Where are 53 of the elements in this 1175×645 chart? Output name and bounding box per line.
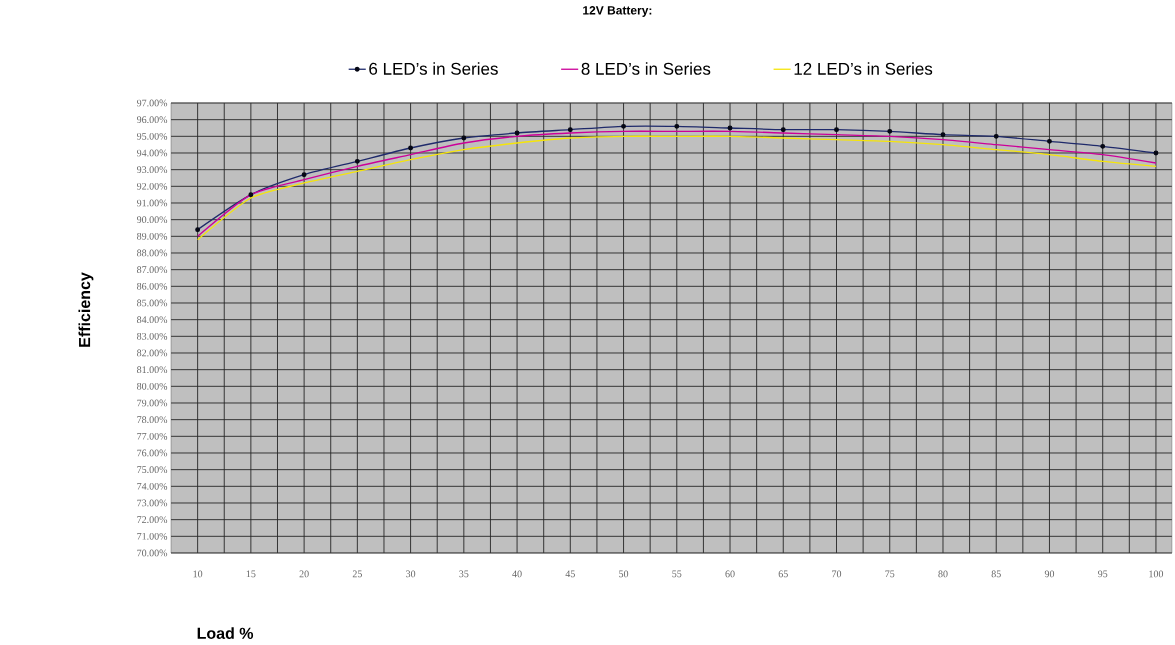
x-tick-label: 35 <box>459 570 469 578</box>
y-tick-label: 95.00% <box>136 132 168 140</box>
x-tick-label: 25 <box>352 570 362 578</box>
x-tick-label: 60 <box>725 570 735 578</box>
y-tick-label: 70.00% <box>137 549 168 557</box>
x-tick-label: 15 <box>246 570 256 578</box>
x-tick-label: 85 <box>991 570 1001 578</box>
x-tick-label: 45 <box>565 570 575 578</box>
y-tick-label: 87.00% <box>137 266 168 274</box>
x-tick-label: 40 <box>512 570 522 578</box>
x-tick-label: 50 <box>619 570 629 578</box>
x-tick-label: 75 <box>885 570 895 578</box>
y-tick-label: 94.00% <box>136 149 168 157</box>
y-tick-label: 77.00% <box>137 432 168 440</box>
y-tick-label: 82.00% <box>137 349 168 357</box>
y-tick-label: 72.00% <box>137 516 168 524</box>
y-tick-label: 73.00% <box>137 499 168 507</box>
x-tick-label: 55 <box>672 570 682 578</box>
x-axis-title: Load % <box>197 627 254 639</box>
y-tick-label: 96.00% <box>136 116 168 124</box>
chart-title: 12V Battery: <box>583 6 652 17</box>
x-tick-label: 90 <box>1044 570 1055 578</box>
y-tick-label: 86.00% <box>137 282 168 290</box>
legend-label: 8 LED’s in Series <box>581 62 711 75</box>
y-tick-label: 84.00% <box>137 316 168 324</box>
x-tick-label: 10 <box>193 570 203 578</box>
y-tick-label: 97.00% <box>136 99 168 107</box>
y-tick-label: 76.00% <box>137 449 168 457</box>
y-tick-label: 71.00% <box>137 532 168 540</box>
x-tick-label: 65 <box>778 570 788 578</box>
y-tick-label: 81.00% <box>137 366 168 374</box>
y-tick-label: 89.00% <box>137 232 168 240</box>
x-tick-label: 100 <box>1149 570 1164 578</box>
x-tick-label: 80 <box>938 570 948 578</box>
y-tick-label: 80.00% <box>137 382 168 390</box>
x-tick-label: 20 <box>299 570 309 578</box>
y-tick-label: 85.00% <box>137 299 168 307</box>
y-tick-label: 90.00% <box>136 216 168 224</box>
y-tick-label: 91.00% <box>136 199 168 207</box>
y-tick-label: 79.00% <box>137 399 168 407</box>
legend-label: 6 LED’s in Series <box>369 62 498 75</box>
y-axis-title: Efficiency <box>78 272 94 347</box>
legend-label: 12 LED’s in Series <box>794 62 933 75</box>
x-tick-label: 70 <box>832 570 842 578</box>
y-tick-label: 78.00% <box>137 416 168 424</box>
y-tick-label: 83.00% <box>137 332 168 340</box>
y-tick-label: 75.00% <box>137 466 168 474</box>
y-tick-label: 88.00% <box>137 249 168 257</box>
y-tick-label: 92.00% <box>136 182 168 190</box>
y-tick-label: 93.00% <box>136 166 168 174</box>
x-tick-label: 95 <box>1098 570 1108 578</box>
y-tick-label: 74.00% <box>137 482 168 490</box>
x-tick-label: 30 <box>406 570 416 578</box>
